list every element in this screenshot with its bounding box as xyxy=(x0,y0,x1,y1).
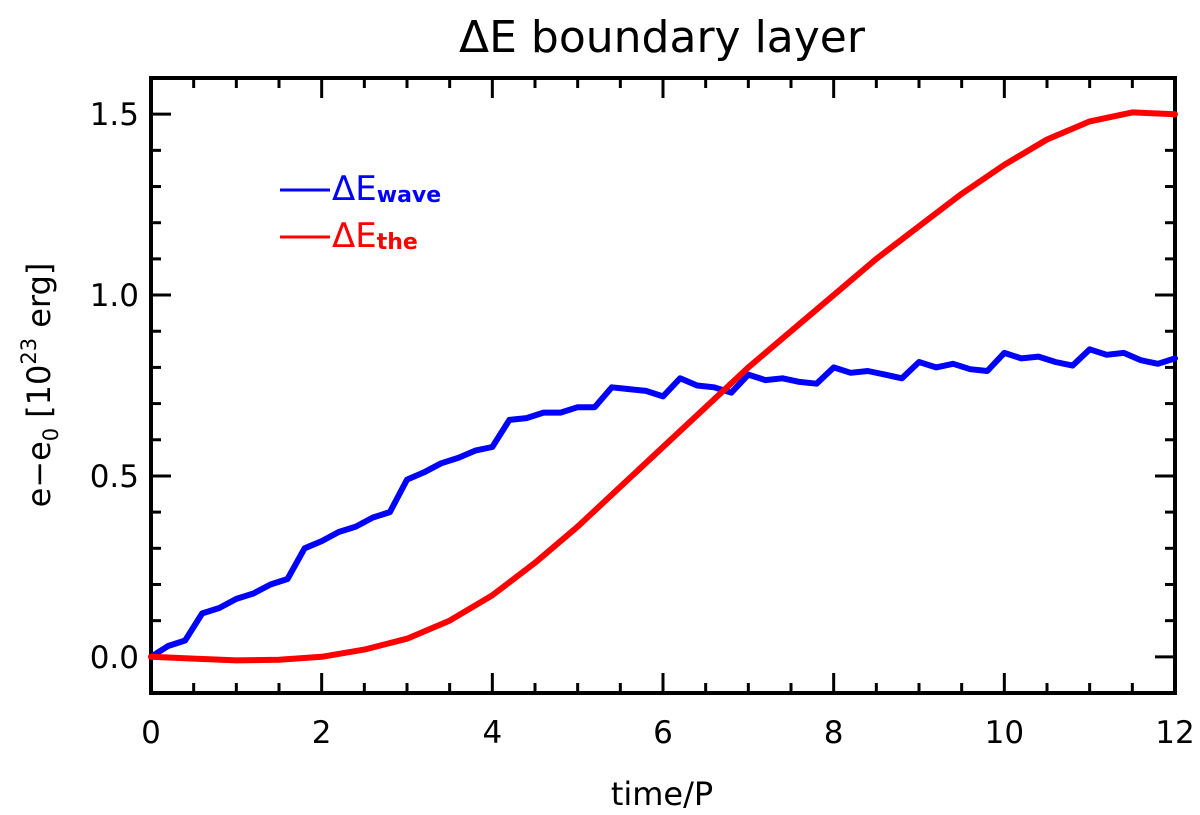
y-axis-label-unit: erg] xyxy=(20,263,58,338)
x-tick-label: 8 xyxy=(824,715,844,751)
x-axis-label: time/P xyxy=(611,775,713,813)
legend-wave-label: ΔEwave xyxy=(332,169,441,209)
chart-title: ΔE boundary layer xyxy=(459,12,866,63)
legend-wave-main: ΔE xyxy=(332,169,377,209)
y-tick-label: 1.5 xyxy=(90,97,139,133)
legend-wave-sub: wave xyxy=(377,183,441,208)
plot-frame xyxy=(149,76,1177,695)
x-tick-label: 0 xyxy=(141,715,161,751)
y-tick-label: 0.0 xyxy=(90,640,139,676)
x-tick-label: 2 xyxy=(312,715,332,751)
series-layer xyxy=(148,109,1178,664)
series-line-wave xyxy=(148,346,1178,660)
legend-the-main: ΔE xyxy=(332,216,377,256)
x-tick-label: 4 xyxy=(482,715,502,751)
legend-the-label: ΔEthe xyxy=(332,216,418,256)
y-axis-label-superscript: 23 xyxy=(17,338,41,365)
y-tick-label: 0.5 xyxy=(90,459,139,495)
y-tick-label: 1.0 xyxy=(90,278,139,314)
y-axis-label-bracket: [10 xyxy=(20,365,58,418)
axes: 0 2 4 6 8 10 12 0.0 0.5 1.0 1.5 xyxy=(90,76,1195,751)
x-tick-label: 10 xyxy=(985,715,1024,751)
x-tick-label: 6 xyxy=(653,715,673,751)
legend-the-sub: the xyxy=(377,230,418,255)
y-axis-label-subscript: 0 xyxy=(39,428,63,441)
legend: ΔEwave ΔEthe xyxy=(280,169,441,256)
y-axis-label-main: e−e xyxy=(20,441,58,507)
x-tick-label: 12 xyxy=(1155,715,1194,751)
series-line-the xyxy=(148,109,1178,664)
y-axis-label: e−e0 [1023 erg] xyxy=(17,263,63,508)
